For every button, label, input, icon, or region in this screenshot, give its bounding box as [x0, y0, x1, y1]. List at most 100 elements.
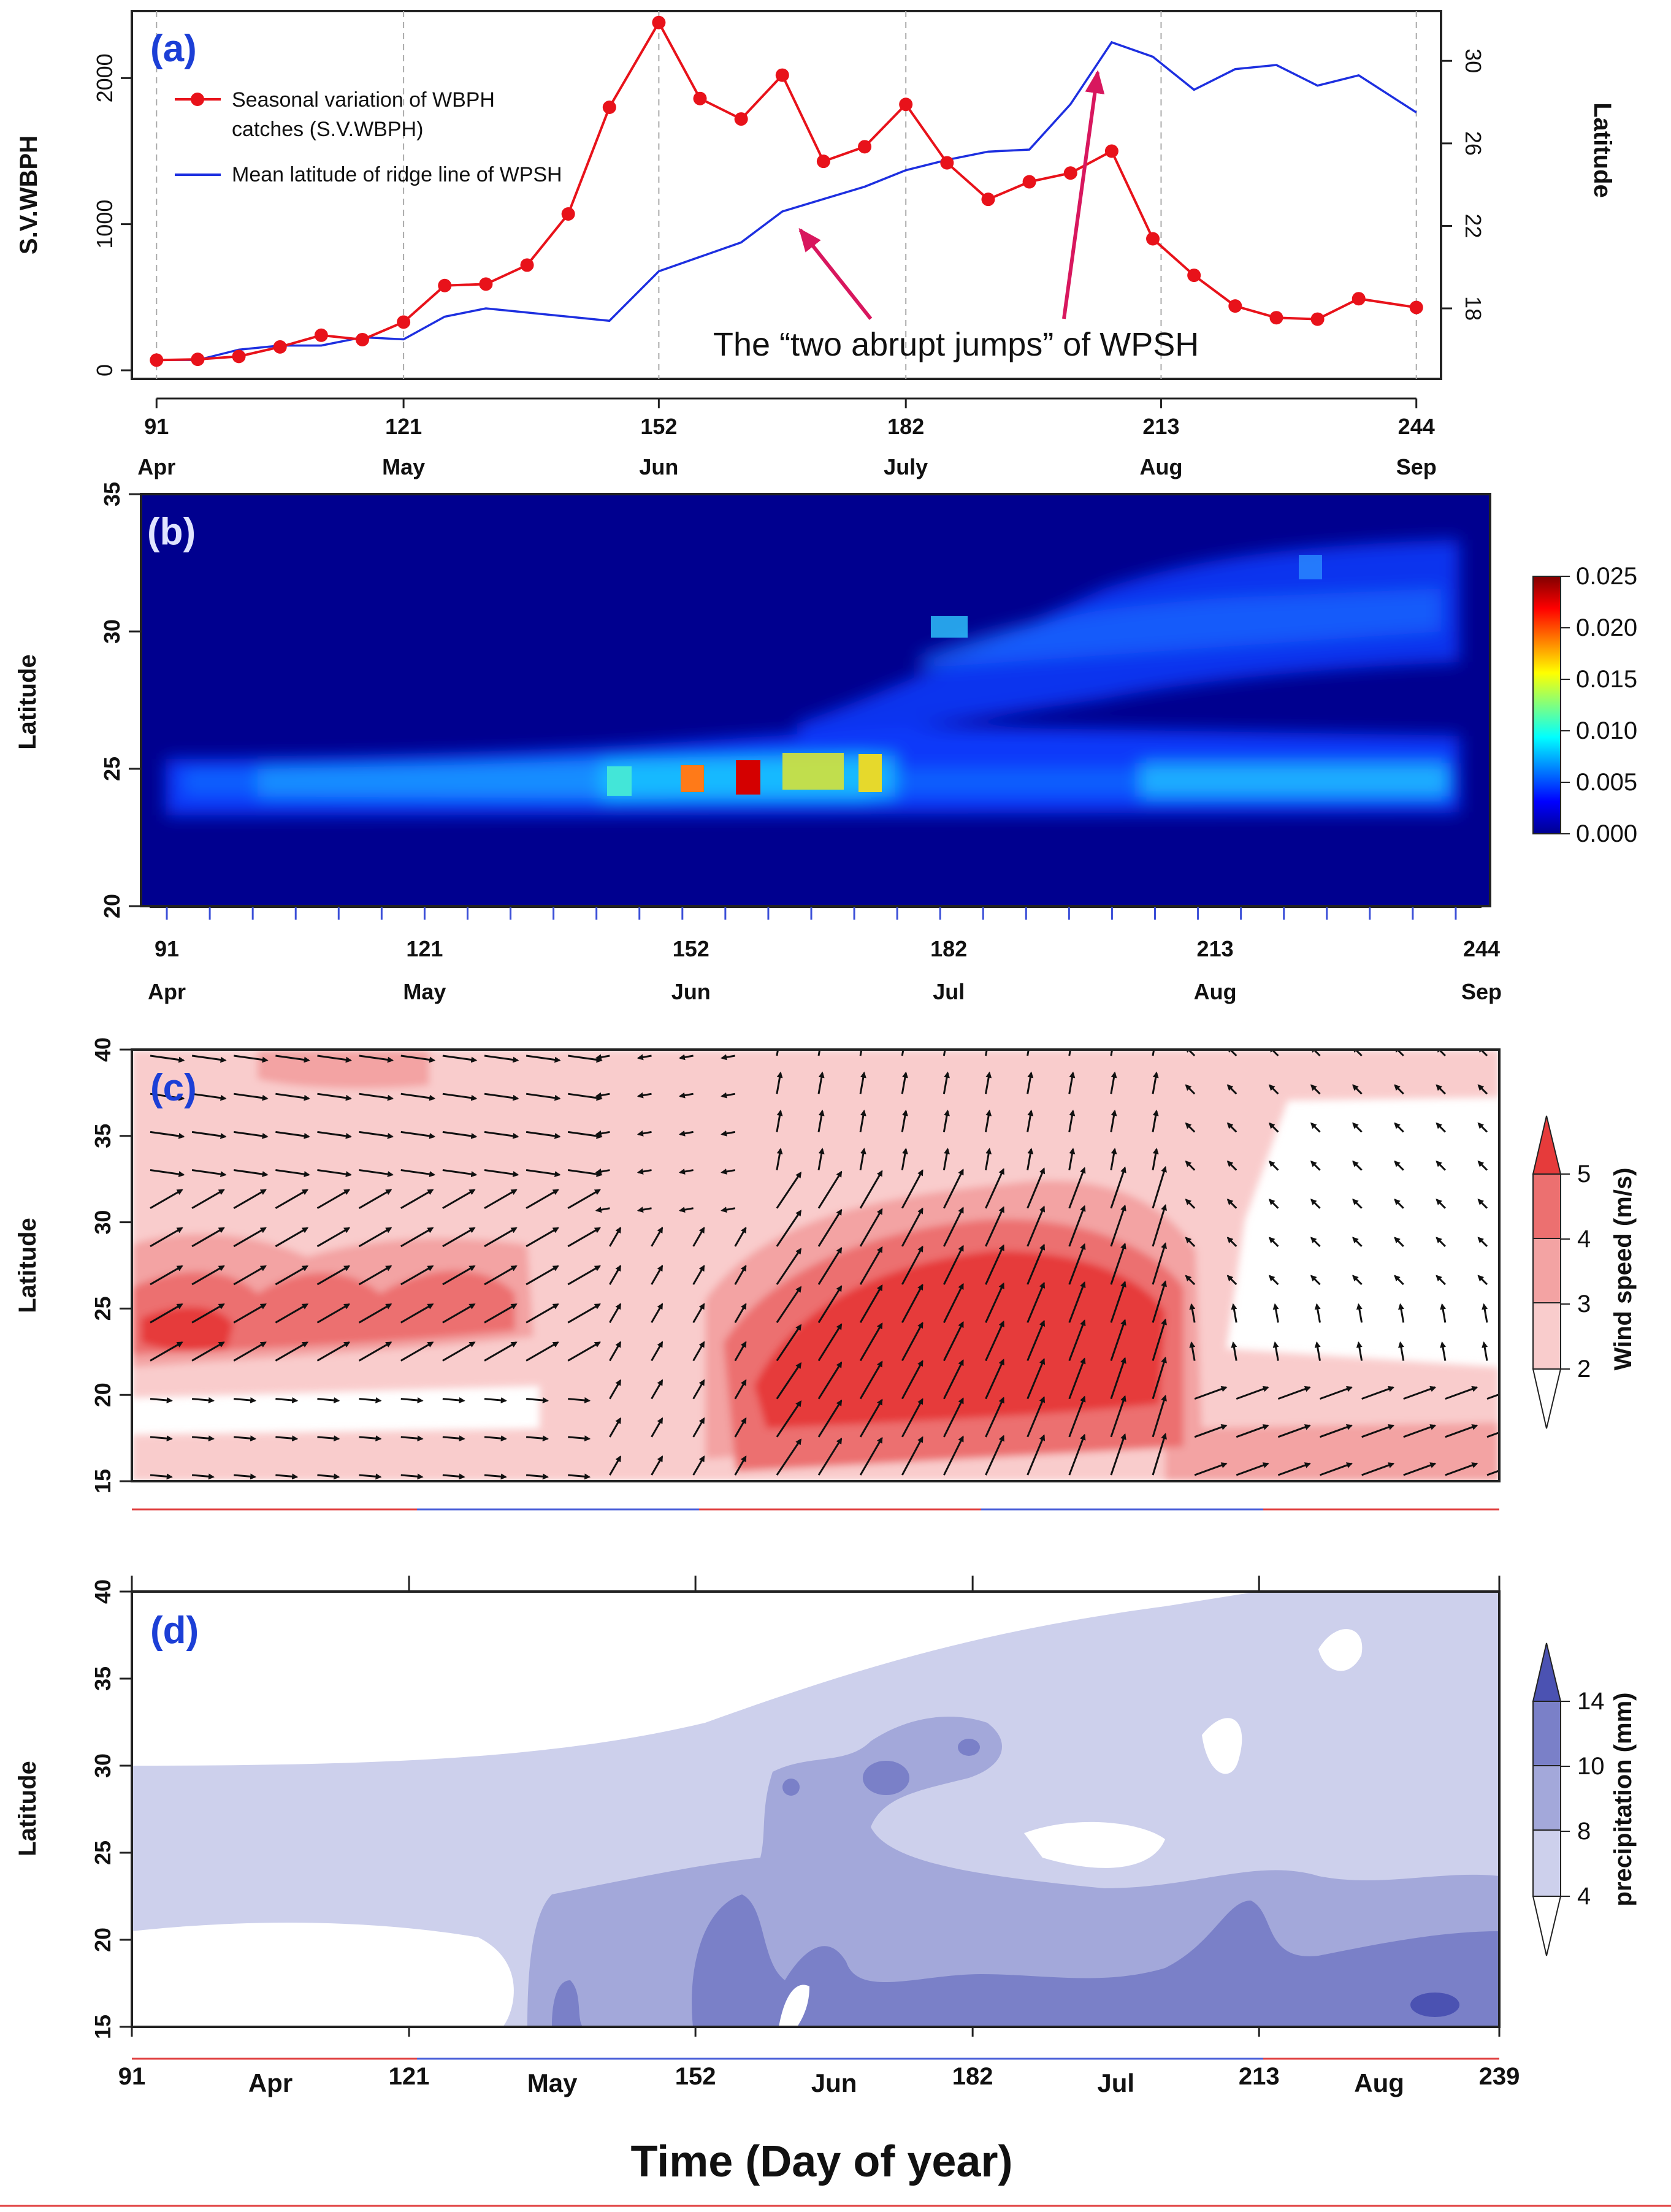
wind-vector: [692, 1265, 705, 1285]
wind-vector: [1231, 1341, 1237, 1361]
wind-vector: [901, 1050, 904, 1056]
wind-vector: [150, 1341, 183, 1362]
d-cbar-tick-label-0: 14: [1577, 1688, 1605, 1715]
wind-vector: [1477, 1050, 1488, 1057]
wind-vector: [817, 1437, 843, 1476]
a-x-tick-label-213: 213: [1142, 414, 1179, 439]
wind-vector: [651, 1379, 663, 1400]
wind-vector: [1356, 1341, 1363, 1361]
wind-vector: [442, 1473, 465, 1480]
wind-vector: [943, 1109, 950, 1132]
wind-vector: [1352, 1122, 1363, 1133]
wind-vector: [358, 1189, 392, 1210]
b-x-tick-label-244: 244: [1463, 936, 1500, 961]
wind-vector: [776, 1050, 779, 1056]
d-x-tick-label-121: 121: [389, 2063, 430, 2090]
wind-vector: [1110, 1148, 1117, 1170]
wind-vector: [150, 1055, 185, 1063]
wbph-point-131: [479, 277, 493, 291]
wind-vector: [1477, 1084, 1488, 1095]
wind-vector: [317, 1131, 352, 1139]
d-x-month-label-3: Jul: [1097, 2069, 1134, 2097]
wind-vector: [651, 1226, 663, 1247]
wind-vector: [1314, 1303, 1321, 1323]
wind-vector: [316, 1189, 351, 1210]
wind-vector: [1152, 1433, 1167, 1476]
wind-vector: [400, 1131, 436, 1139]
wind-vector: [1310, 1237, 1321, 1247]
wind-vector: [150, 1397, 173, 1403]
wind-vector: [359, 1435, 382, 1442]
panel-c-colorbar: [1532, 1115, 1562, 1429]
wbph-point-101: [232, 349, 246, 364]
wind-vector: [817, 1050, 821, 1056]
heat-cell-160s: [782, 753, 844, 790]
wind-vector: [859, 1436, 883, 1476]
wind-vector: [484, 1227, 518, 1248]
panel-c-label: (c): [150, 1067, 197, 1109]
wind-vector: [1403, 1386, 1437, 1400]
wind-vector: [901, 1109, 908, 1132]
wind-vector: [1189, 1341, 1196, 1361]
wind-vector: [859, 1208, 883, 1247]
wind-vector: [526, 1303, 559, 1324]
wind-vector: [595, 1207, 610, 1213]
wind-vector: [1226, 1084, 1237, 1095]
panel-d-precip-fill: [132, 1592, 1499, 2027]
wind-vector: [275, 1093, 310, 1101]
wind-vector: [1152, 1165, 1167, 1209]
panel-a: 0 1000 2000 18 22 26 30 91 Apr 121 May 152 Jun 182 J…: [15, 10, 1616, 479]
wind-vector: [692, 1303, 705, 1324]
wbph-point-96: [191, 353, 205, 367]
wind-vector: [316, 1227, 351, 1248]
wind-vector: [234, 1131, 269, 1139]
wbph-point-212: [1146, 232, 1160, 246]
wind-vector: [901, 1207, 923, 1247]
wind-vector: [1356, 1303, 1363, 1323]
wind-vector: [817, 1071, 825, 1094]
wind-vector: [275, 1397, 299, 1403]
wind-vector: [1361, 1462, 1395, 1476]
wind-vector: [943, 1207, 964, 1247]
wind-vector: [400, 1473, 424, 1480]
b-cbar-tick-label-0: 0.025: [1576, 563, 1637, 590]
wind-vector: [1436, 1050, 1446, 1057]
wind-vector: [359, 1397, 382, 1403]
wind-vector: [150, 1435, 173, 1442]
wind-vector: [1185, 1050, 1196, 1057]
wind-vector: [1486, 1431, 1499, 1438]
wbph-point-187: [940, 156, 954, 170]
wind-vector: [234, 1093, 269, 1101]
wind-vector: [484, 1397, 507, 1403]
b-x-month-label-0: Apr: [148, 979, 186, 1004]
c-y-tick-label-20: 20: [90, 1382, 115, 1407]
wind-vector: [651, 1341, 663, 1362]
panel-c-wind-vectors: [150, 1050, 1499, 1480]
d-y-tick-label-30: 30: [90, 1753, 115, 1778]
wind-vector: [678, 1092, 694, 1099]
wind-vector: [484, 1473, 507, 1480]
wind-vector: [1185, 1122, 1196, 1133]
wind-vector: [1477, 1275, 1488, 1286]
wind-vector: [776, 1438, 802, 1476]
wind-vector: [191, 1397, 215, 1403]
panel-a-right-axis: 18 22 26 30: [1441, 48, 1486, 321]
b-y-tick-label-20: 20: [99, 894, 124, 918]
wind-vector: [637, 1207, 652, 1213]
wind-vector: [567, 1265, 601, 1286]
panel-d-frame: [131, 1590, 1501, 2028]
a-x-tick-label-244: 244: [1398, 414, 1435, 439]
wind-vector: [484, 1093, 519, 1101]
wind-vector: [692, 1341, 705, 1362]
wind-vector: [568, 1435, 591, 1442]
wind-vector: [1152, 1242, 1167, 1285]
c-y-tick-label-30: 30: [90, 1210, 115, 1235]
wbph-point-182: [899, 97, 913, 112]
wind-vector: [1394, 1122, 1404, 1133]
wbph-point-172: [816, 154, 830, 169]
wind-vector: [1445, 1386, 1478, 1400]
a-left-tick-label-1000: 1000: [92, 200, 117, 249]
c-y-tick-label-25: 25: [90, 1296, 115, 1321]
wind-vector: [943, 1359, 964, 1400]
wind-vector: [1440, 1303, 1447, 1323]
